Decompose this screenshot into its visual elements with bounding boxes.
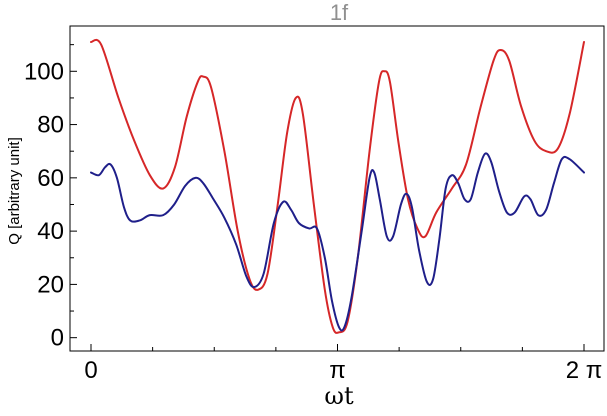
- x-tick-label: 2 π: [566, 357, 603, 384]
- y-tick-label: 40: [37, 218, 64, 245]
- y-tick-label: 20: [37, 271, 64, 298]
- y-tick-label: 0: [51, 325, 64, 352]
- chart-title: 1f: [330, 0, 349, 25]
- x-axis-label: ωt: [324, 382, 354, 410]
- y-tick-label: 60: [37, 165, 64, 192]
- y-axis-label: Q [arbitrary unit]: [6, 137, 23, 245]
- y-tick-label: 80: [37, 112, 64, 139]
- series-line-2: [90, 152, 585, 332]
- plot-frame: [69, 25, 605, 352]
- plot-frame-border: [69, 25, 605, 352]
- x-axis: 0 π 2 π: [84, 344, 602, 384]
- x-tick-label: π: [329, 357, 346, 384]
- x-tick-label: 0: [84, 357, 97, 384]
- y-axis: 0 20 40 60 80 100: [24, 44, 77, 352]
- series-line-1: [90, 38, 585, 334]
- series-group: [90, 38, 585, 334]
- y-tick-label: 100: [24, 58, 64, 85]
